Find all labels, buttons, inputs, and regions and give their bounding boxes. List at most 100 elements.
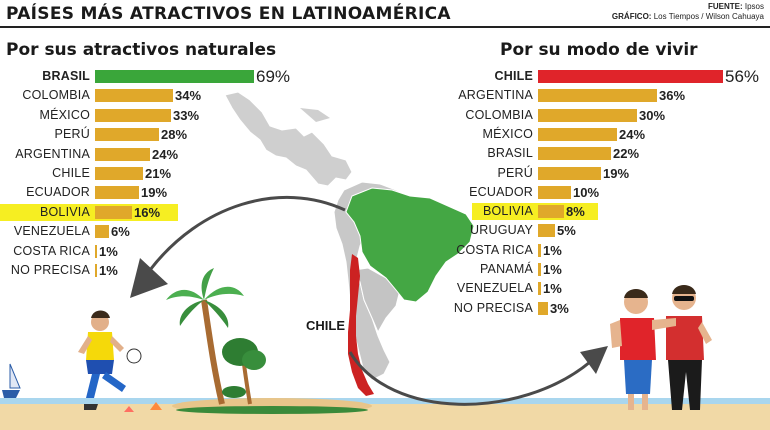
player-leg (86, 374, 100, 398)
category-label: BRASIL (42, 69, 90, 83)
category-label: BRASIL (487, 146, 533, 161)
credits: FUENTE: Ipsos GRÁFICO: Los Tiempos / Wil… (612, 2, 764, 22)
player-shoe (84, 404, 98, 410)
friend-right-hair (672, 285, 696, 294)
bush (242, 350, 266, 370)
bar (538, 243, 541, 257)
bar (538, 89, 657, 103)
palm-leaf (204, 300, 229, 328)
palm-trunk (201, 299, 225, 405)
category-label: NO PRECISA (10, 263, 90, 277)
bar (95, 244, 97, 258)
category-label: ECUADOR (26, 185, 90, 200)
bar (95, 108, 171, 122)
arrow-head-right (580, 346, 608, 374)
sailboat (2, 363, 21, 398)
bar (538, 282, 541, 296)
value-label: 1% (543, 242, 562, 258)
beach-sand (0, 404, 770, 430)
category-label: NO PRECISA (453, 300, 533, 315)
sea (0, 398, 770, 408)
soccer-ball (126, 348, 142, 364)
friend-left-shirt (620, 318, 656, 360)
friend-left-leg (628, 394, 634, 410)
arrow-head-left (130, 258, 168, 298)
curved-arrows (130, 196, 608, 406)
category-label: ECUADOR (469, 184, 533, 199)
value-label: 21% (145, 166, 172, 181)
boat-sail (9, 363, 21, 389)
chart-title-lifestyle: Por su modo de vivir (500, 40, 698, 60)
bar (95, 264, 97, 277)
value-label: 19% (141, 185, 168, 201)
value-label: 8% (566, 204, 585, 220)
value-label: 56% (725, 67, 760, 86)
palm-island (166, 268, 372, 414)
category-label: BOLIVIA (482, 204, 533, 219)
category-label: ARGENTINA (458, 88, 533, 103)
small-trunk (242, 363, 252, 405)
palm-leaf (201, 268, 214, 300)
category-label: URUGUAY (470, 223, 533, 238)
value-label: 33% (173, 107, 200, 123)
value-label: 1% (543, 262, 562, 277)
value-label: 1% (543, 281, 562, 297)
value-label: 34% (175, 88, 202, 104)
value-label: 30% (639, 107, 666, 123)
title-divider (0, 26, 770, 28)
category-label: CHILE (494, 69, 533, 83)
bar (95, 89, 173, 103)
bar (95, 128, 159, 142)
source-label: FUENTE: (707, 2, 743, 11)
friend-right-arm (652, 318, 676, 330)
category-label: ARGENTINA (15, 146, 90, 161)
central-america-mexico (224, 91, 353, 187)
two-friends (610, 285, 712, 410)
bar (538, 205, 564, 219)
bar (538, 166, 601, 180)
value-label: 22% (613, 146, 640, 162)
value-label: 6% (111, 224, 130, 240)
category-label: MÉXICO (39, 107, 90, 122)
player-arm (78, 336, 92, 354)
friend-left-leg (642, 394, 648, 410)
bar (538, 185, 571, 199)
category-label: COLOMBIA (465, 107, 533, 122)
palm-leaf (204, 286, 244, 300)
value-label: 1% (99, 243, 118, 259)
sunglasses-icon (674, 296, 694, 301)
value-label: 1% (99, 263, 118, 278)
bar (538, 70, 723, 83)
friend-left-arm (610, 320, 622, 348)
bar (538, 147, 611, 161)
bar (538, 301, 548, 315)
south-america-map (224, 91, 475, 396)
argentina-bolivia-area (353, 267, 401, 334)
arrow-to-beach (148, 196, 346, 271)
category-label: COLOMBIA (22, 88, 90, 103)
highlight-band (0, 203, 178, 221)
page-title: PAÍSES MÁS ATRACTIVOS EN LATINOAMÉRICA (6, 4, 451, 24)
bar (95, 186, 139, 200)
highlight-band (472, 203, 598, 221)
bar (95, 167, 143, 180)
boat-hull (2, 390, 20, 398)
palm-leaf (179, 300, 204, 326)
friend-right-shirt (666, 316, 704, 360)
caribbean-island (300, 108, 330, 122)
category-label: VENEZUELA (13, 224, 90, 239)
category-label: MÉXICO (482, 126, 533, 141)
source-value: Ipsos (744, 2, 764, 11)
bar (538, 108, 637, 122)
value-label: 5% (557, 223, 576, 239)
friend-right-arm (698, 322, 712, 344)
value-label: 24% (619, 126, 646, 142)
value-label: 10% (573, 184, 600, 200)
soccer-player (78, 310, 162, 412)
island-grass (176, 406, 368, 414)
brazil-shape (345, 187, 475, 303)
category-label: PERÚ (54, 127, 90, 142)
graphic-value: Los Tiempos / Wilson Cahuaya (653, 12, 764, 21)
value-label: 16% (134, 204, 161, 220)
